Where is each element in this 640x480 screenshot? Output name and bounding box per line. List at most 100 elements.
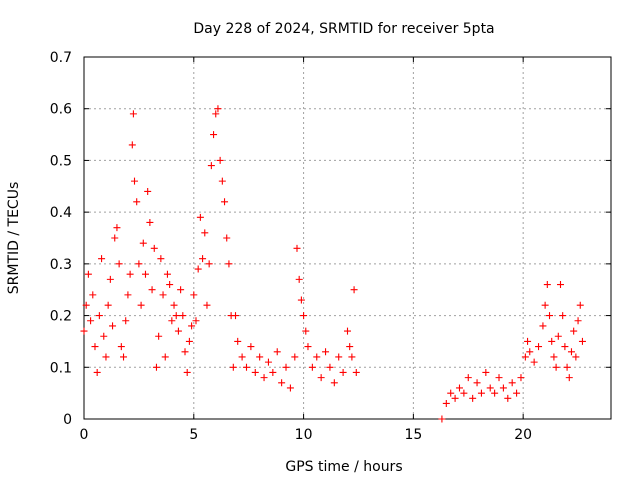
data-point: [80, 327, 88, 335]
data-point: [214, 105, 222, 113]
data-point: [574, 317, 582, 325]
data-point: [190, 291, 198, 299]
data-point: [565, 374, 573, 382]
data-points: [80, 105, 586, 423]
data-point: [335, 353, 343, 361]
data-point: [302, 327, 310, 335]
data-point: [326, 363, 334, 371]
data-point: [495, 374, 503, 382]
data-point: [521, 353, 529, 361]
x-tick-label: 20: [514, 427, 532, 443]
data-point: [84, 270, 92, 278]
data-point: [556, 281, 564, 289]
data-point: [157, 255, 165, 263]
data-point: [559, 312, 567, 320]
data-point: [212, 110, 220, 118]
data-point: [293, 244, 301, 252]
data-point: [87, 317, 95, 325]
data-point: [199, 255, 207, 263]
data-point: [129, 110, 137, 118]
data-point: [172, 312, 180, 320]
y-tick-label: 0.1: [50, 360, 72, 376]
data-point: [93, 368, 101, 376]
data-point: [460, 389, 468, 397]
data-point: [572, 353, 580, 361]
data-point: [126, 270, 134, 278]
data-point: [554, 332, 562, 340]
data-point: [567, 348, 575, 356]
data-point: [247, 343, 255, 351]
data-point: [203, 301, 211, 309]
x-tick-labels: 0 5 10 15 20: [80, 427, 533, 443]
data-point: [148, 286, 156, 294]
data-point: [561, 343, 569, 351]
y-tick-labels: 0 0.1 0.2 0.3 0.4 0.5 0.6 0.7: [50, 50, 72, 428]
data-point: [170, 301, 178, 309]
data-point: [115, 260, 123, 268]
data-point: [513, 389, 521, 397]
data-point: [91, 343, 99, 351]
data-point: [273, 348, 281, 356]
y-tick-label: 0.7: [50, 50, 72, 66]
y-tick-label: 0.5: [50, 153, 72, 169]
data-point: [295, 275, 303, 283]
data-point: [150, 244, 158, 252]
data-point: [438, 415, 446, 423]
data-point: [146, 218, 154, 226]
data-point: [541, 301, 549, 309]
data-point: [155, 332, 163, 340]
data-point: [102, 353, 110, 361]
data-point: [242, 363, 250, 371]
data-point: [517, 374, 525, 382]
data-point: [576, 301, 584, 309]
y-tick-label: 0: [63, 412, 72, 428]
data-point: [183, 368, 191, 376]
data-point: [251, 368, 259, 376]
data-point: [141, 270, 149, 278]
data-point: [530, 358, 538, 366]
data-point: [344, 327, 351, 335]
data-point: [543, 281, 551, 289]
data-point: [109, 322, 117, 330]
data-point: [98, 255, 106, 263]
data-point: [207, 162, 215, 170]
x-tick-label: 5: [189, 427, 198, 443]
data-point: [120, 353, 128, 361]
data-point: [205, 260, 213, 268]
data-point: [185, 337, 193, 345]
data-point: [455, 384, 463, 392]
data-point: [539, 322, 547, 330]
data-point: [100, 332, 108, 340]
data-point: [563, 363, 571, 371]
data-point: [174, 327, 182, 335]
y-tick-label: 0.6: [50, 102, 72, 118]
data-point: [339, 368, 347, 376]
data-point: [308, 363, 316, 371]
grid-lines: [84, 57, 611, 419]
data-point: [352, 368, 360, 376]
data-point: [550, 353, 558, 361]
data-point: [159, 291, 167, 299]
data-point: [210, 131, 218, 139]
data-point: [117, 343, 125, 351]
data-point: [482, 368, 490, 376]
data-point: [144, 187, 152, 195]
data-point: [166, 281, 174, 289]
chart-title: Day 228 of 2024, SRMTID for receiver 5pt…: [193, 21, 494, 37]
data-point: [491, 389, 499, 397]
data-point: [232, 312, 240, 320]
data-point: [133, 198, 141, 206]
data-point: [469, 394, 477, 402]
data-point: [194, 265, 202, 273]
y-axis-label: SRMTID / TECUs: [6, 182, 22, 295]
data-point: [192, 317, 200, 325]
data-point: [128, 141, 136, 149]
data-point: [278, 379, 286, 387]
data-point: [348, 353, 356, 361]
data-point: [548, 337, 556, 345]
data-point: [464, 374, 472, 382]
data-point: [473, 379, 481, 387]
x-tick-label: 0: [80, 427, 89, 443]
data-point: [82, 301, 90, 309]
